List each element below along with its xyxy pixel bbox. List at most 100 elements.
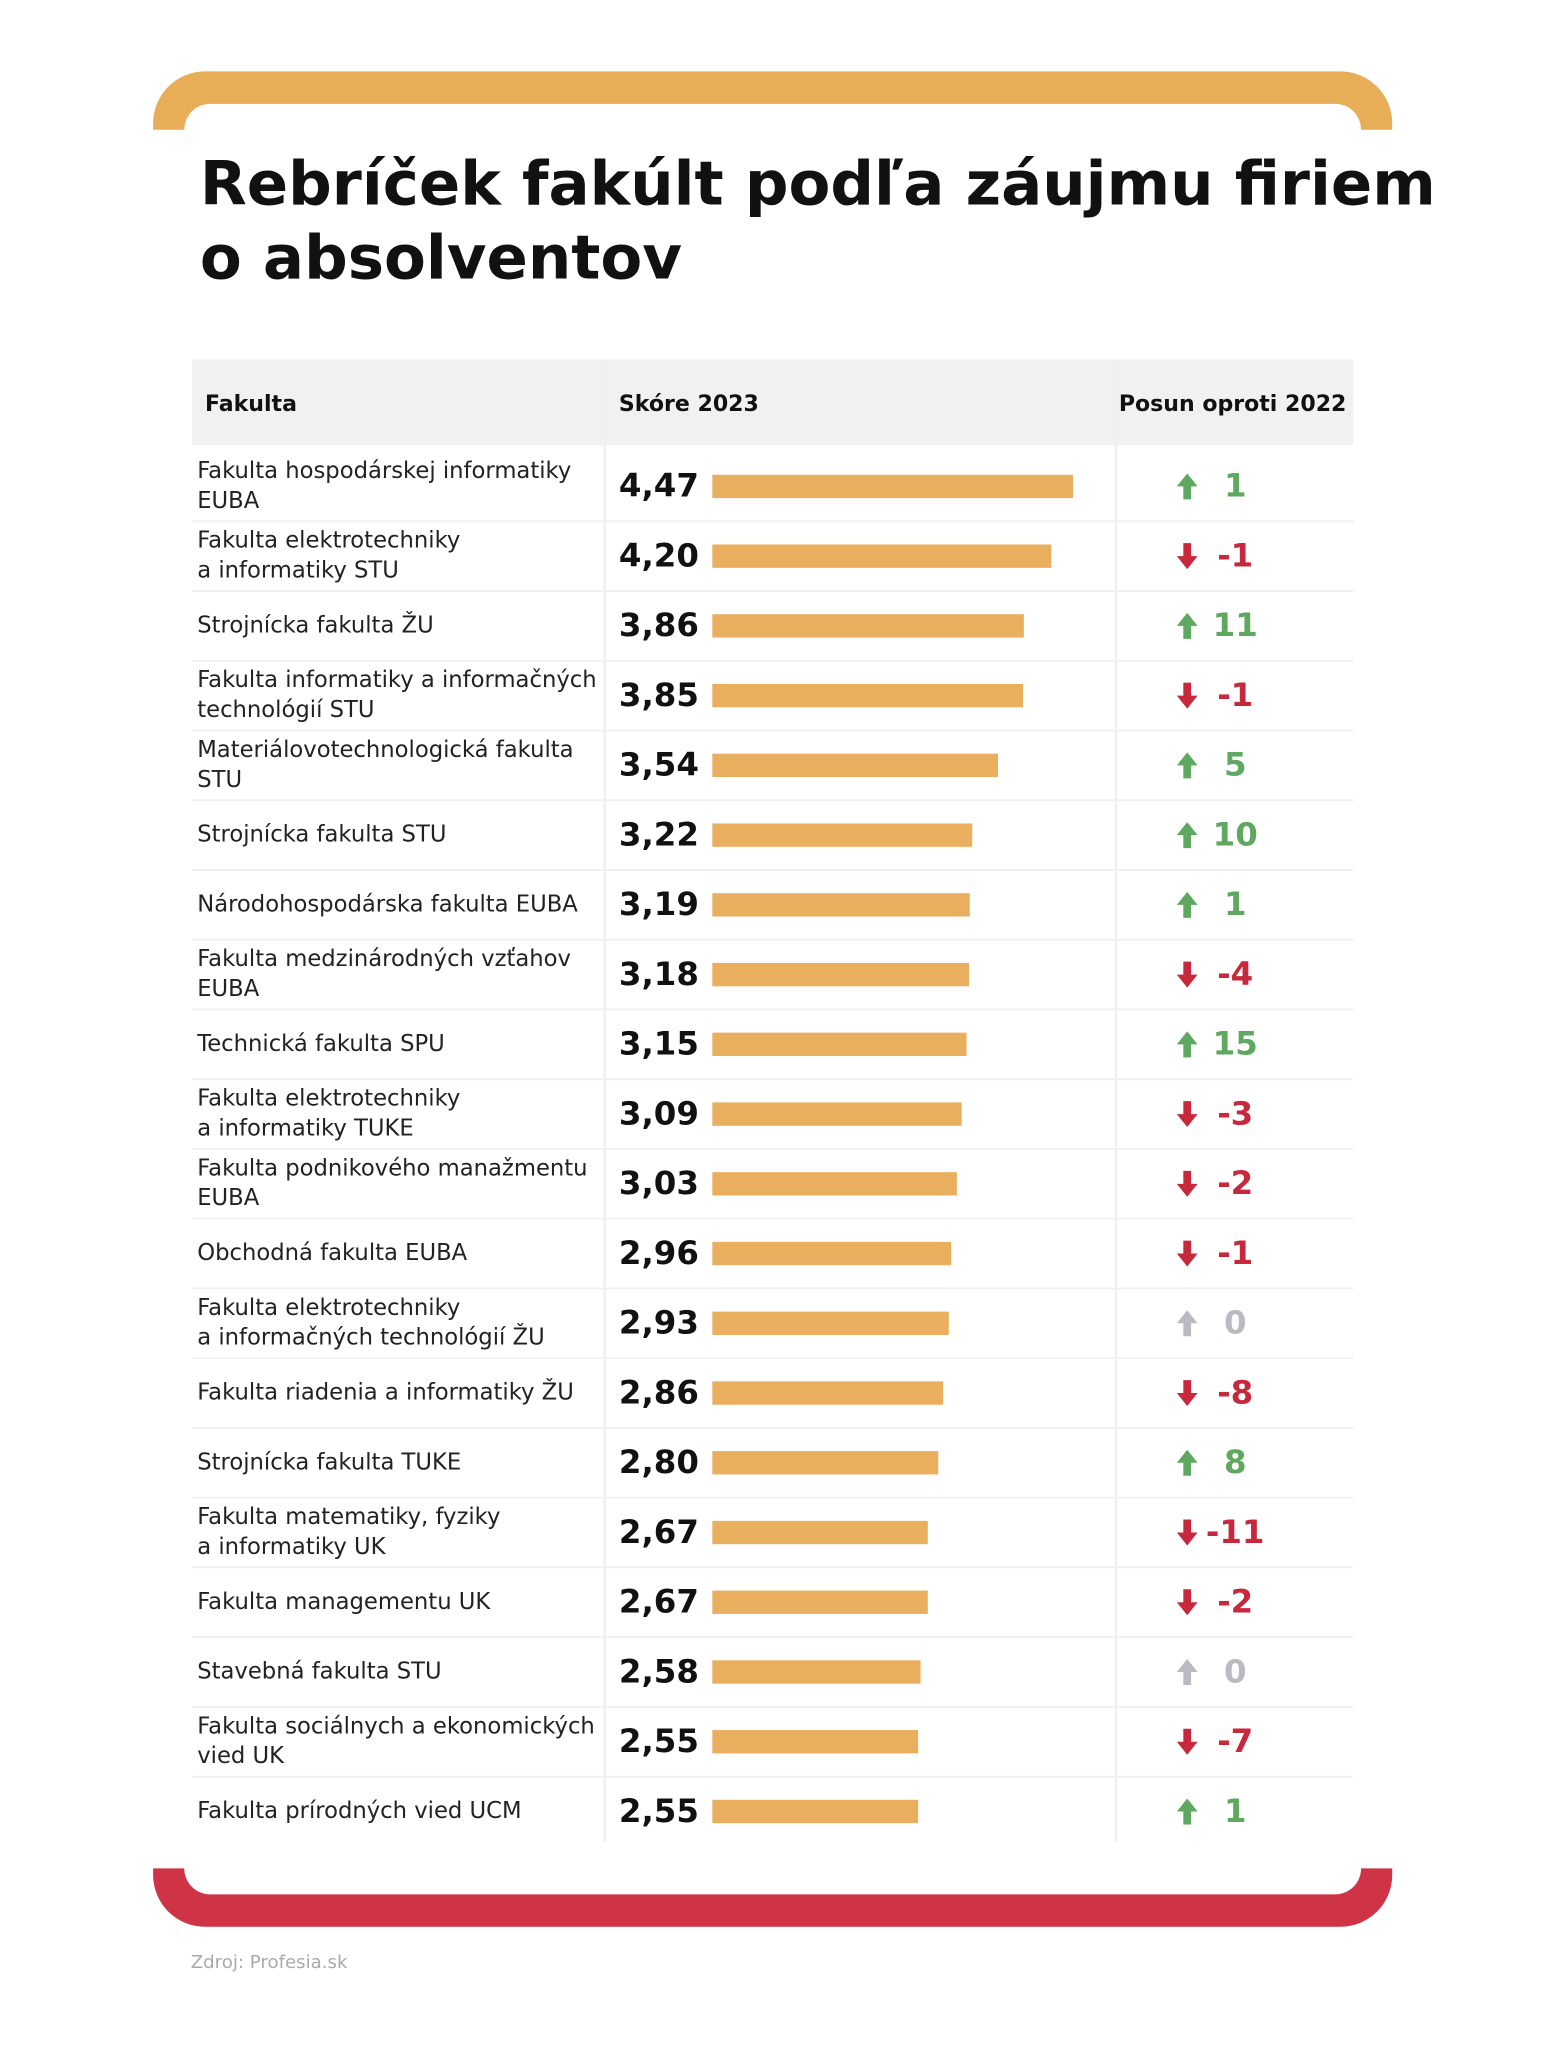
- faculty-name: Strojnícka fakulta ŽU: [197, 610, 434, 638]
- faculty-name: EUBA: [197, 1185, 260, 1211]
- score-label: 2,96: [619, 1234, 699, 1272]
- change-value: 5: [1224, 746, 1247, 784]
- score-label: 3,03: [619, 1164, 699, 1202]
- top-frame: [153, 71, 1393, 130]
- change-value: -2: [1217, 1583, 1253, 1621]
- score-label: 3,85: [619, 676, 699, 714]
- score-bar: [712, 823, 973, 847]
- score-bar: [712, 893, 970, 917]
- score-label: 4,47: [619, 467, 699, 505]
- change-value: -11: [1206, 1513, 1265, 1551]
- faculty-name: Fakulta riadenia a informatiky ŽU: [197, 1378, 574, 1406]
- faculty-name: EUBA: [197, 488, 260, 514]
- change-value: 8: [1224, 1443, 1247, 1481]
- change-arrow: [1176, 473, 1198, 500]
- score-bar: [712, 1311, 949, 1335]
- score-label: 2,67: [619, 1513, 699, 1551]
- title-line: o absolventov: [200, 223, 682, 294]
- change-value: 0: [1224, 1304, 1247, 1342]
- change-arrow: [1176, 1380, 1198, 1407]
- score-bar: [712, 1451, 939, 1475]
- score-label: 4,20: [619, 536, 699, 574]
- score-label: 2,55: [619, 1792, 699, 1830]
- change-arrow: [1176, 1240, 1198, 1267]
- score-label: 2,58: [619, 1652, 699, 1690]
- score-label: 3,09: [619, 1094, 699, 1132]
- faculty-name: Fakulta podnikového manažmentu: [197, 1155, 587, 1181]
- bottom-frame: [153, 1868, 1393, 1927]
- header-bg: [192, 359, 1354, 446]
- score-bar: [712, 1660, 921, 1684]
- change-value: -1: [1217, 536, 1253, 574]
- score-label: 3,18: [619, 955, 699, 993]
- score-bar: [712, 1241, 952, 1266]
- faculty-name: Fakulta hospodárskej informatiky: [197, 458, 571, 484]
- score-label: 3,86: [619, 606, 699, 644]
- change-value: -3: [1217, 1094, 1253, 1132]
- change-value: 0: [1224, 1652, 1247, 1690]
- change-value: -8: [1217, 1373, 1253, 1411]
- change-value: 11: [1213, 606, 1258, 644]
- change-arrow: [1176, 1310, 1198, 1337]
- change-arrow: [1176, 1519, 1198, 1546]
- score-label: 2,86: [619, 1373, 699, 1411]
- faculty-name: Strojnícka fakulta STU: [197, 822, 446, 848]
- change-value: 15: [1213, 1025, 1258, 1063]
- score-bar: [712, 1520, 928, 1545]
- score-bar: [712, 753, 999, 778]
- faculty-name: EUBA: [197, 976, 260, 1002]
- faculty-name: STU: [197, 767, 242, 793]
- change-value: 1: [1224, 467, 1247, 505]
- change-value: -4: [1217, 955, 1253, 993]
- change-arrow: [1176, 1589, 1198, 1616]
- faculty-name: a informatiky UK: [197, 1534, 386, 1560]
- score-bar: [712, 1032, 967, 1057]
- change-arrow: [1176, 1101, 1198, 1128]
- change-arrow: [1176, 1170, 1198, 1197]
- change-value: 1: [1224, 1792, 1247, 1830]
- change-arrow: [1176, 752, 1198, 779]
- score-bar: [712, 962, 969, 987]
- score-label: 2,67: [619, 1583, 699, 1621]
- change-arrow: [1176, 891, 1198, 918]
- score-bar: [712, 614, 1024, 638]
- title-line: Rebríček fakúlt podľa záujmu firiem: [200, 149, 1436, 220]
- column-header: Posun oproti 2022: [1119, 392, 1347, 417]
- faculty-name: a informatiky STU: [197, 558, 399, 584]
- change-value: -2: [1217, 1164, 1253, 1202]
- faculty-name: Fakulta prírodných vied UCM: [197, 1798, 521, 1824]
- column-header: Fakulta: [205, 392, 297, 417]
- change-arrow: [1176, 1798, 1198, 1825]
- score-label: 3,19: [619, 885, 699, 923]
- faculty-name: Obchodná fakulta EUBA: [197, 1240, 467, 1266]
- column-header: Skóre 2023: [619, 392, 759, 417]
- score-label: 2,93: [619, 1304, 699, 1342]
- change-arrow: [1176, 961, 1198, 988]
- score-bar: [712, 544, 1052, 568]
- faculty-name: technológií STU: [197, 697, 374, 723]
- score-label: 2,55: [619, 1722, 699, 1760]
- faculty-name: Strojnícka fakulta TUKE: [197, 1449, 461, 1475]
- change-value: 10: [1213, 815, 1258, 853]
- source: Zdroj: Profesia.sk: [191, 1952, 348, 1973]
- faculty-name: a informatiky TUKE: [197, 1116, 413, 1142]
- change-value: -7: [1217, 1722, 1253, 1760]
- score-bar: [712, 1730, 919, 1754]
- score-label: 2,80: [619, 1443, 699, 1481]
- change-arrow: [1176, 612, 1198, 639]
- score-bar: [712, 683, 1024, 708]
- score-bar: [712, 1381, 944, 1405]
- score-bar: [712, 474, 1074, 499]
- change-arrow: [1176, 1031, 1198, 1058]
- faculty-name: Stavebná fakulta STU: [197, 1659, 441, 1685]
- change-arrow: [1176, 1728, 1198, 1755]
- score-label: 3,22: [619, 815, 699, 853]
- score-bar: [712, 1102, 962, 1126]
- change-arrow: [1176, 822, 1198, 849]
- faculty-name: Fakulta elektrotechniky: [197, 1295, 460, 1321]
- score-label: 3,54: [619, 746, 699, 784]
- score-bar: [712, 1799, 919, 1824]
- faculty-name: Fakulta informatiky a informačných: [197, 667, 596, 693]
